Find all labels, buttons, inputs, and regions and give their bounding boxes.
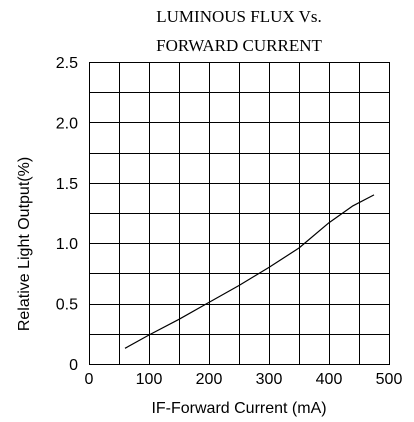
plot-frame [89,62,390,365]
y-tick-label: 0.5 [56,297,78,314]
y-tick-label: 2.5 [56,55,78,72]
y-tick-label: 2.0 [56,115,78,132]
x-tick-label: 400 [316,371,343,388]
y-axis-label: Relative Light Output(%) [16,157,33,331]
y-tick-labels: 0 0.5 1.0 1.5 2.0 2.5 [56,55,78,374]
x-tick-label: 0 [85,371,94,388]
y-tick-label: 1.5 [56,176,78,193]
x-tick-label: 100 [136,371,163,388]
x-axis-label: IF-Forward Current (mA) [151,400,326,417]
y-tick-label: 1.0 [56,236,78,253]
series-group [124,194,375,349]
x-tick-label: 200 [196,371,223,388]
x-tick-label: 300 [256,371,283,388]
chart-title-line-2: FORWARD CURRENT [156,36,322,55]
x-tick-label: 500 [376,371,403,388]
x-tick-labels: 0 100 200 300 400 500 [85,371,403,388]
chart-title-line-1: LUMINOUS FLUX Vs. [156,7,321,26]
grid [89,62,390,365]
y-tick-label: 0 [69,357,78,374]
series-line-1 [124,194,375,349]
